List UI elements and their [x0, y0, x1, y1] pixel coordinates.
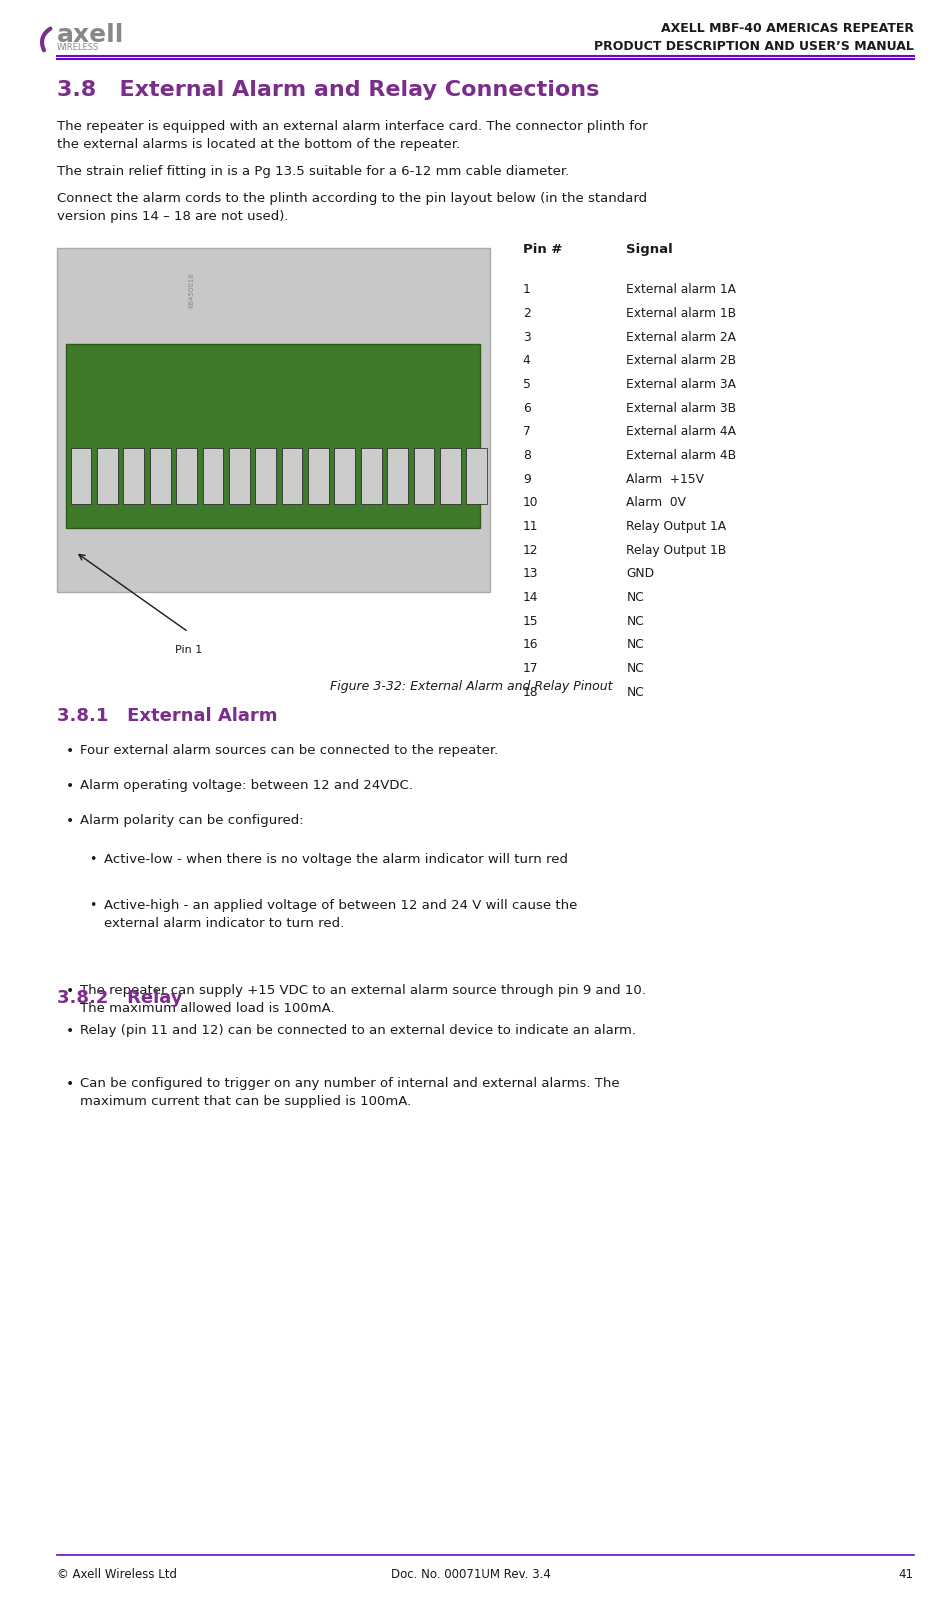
- Text: NC: NC: [626, 590, 644, 605]
- Text: 6: 6: [523, 402, 530, 414]
- Text: 5: 5: [523, 378, 530, 390]
- Text: Signal: Signal: [626, 243, 674, 256]
- FancyBboxPatch shape: [440, 448, 461, 504]
- Text: External alarm 2A: External alarm 2A: [626, 331, 737, 344]
- Text: •: •: [66, 744, 74, 758]
- Text: External alarm 3A: External alarm 3A: [626, 378, 737, 390]
- FancyBboxPatch shape: [176, 448, 197, 504]
- Text: The repeater can supply +15 VDC to an external alarm source through pin 9 and 10: The repeater can supply +15 VDC to an ex…: [80, 984, 646, 1016]
- FancyBboxPatch shape: [66, 344, 480, 528]
- FancyBboxPatch shape: [414, 448, 434, 504]
- Text: External alarm 3B: External alarm 3B: [626, 402, 737, 414]
- Text: •: •: [66, 1024, 74, 1038]
- Text: 18: 18: [523, 686, 539, 699]
- FancyBboxPatch shape: [203, 448, 223, 504]
- Text: 16: 16: [523, 638, 538, 651]
- Text: © Axell Wireless Ltd: © Axell Wireless Ltd: [57, 1568, 176, 1581]
- Text: 9: 9: [523, 472, 530, 486]
- Text: •: •: [66, 814, 74, 829]
- Text: Active-high - an applied voltage of between 12 and 24 V will cause the
external : Active-high - an applied voltage of betw…: [104, 899, 577, 930]
- Text: NC: NC: [626, 638, 644, 651]
- Text: 3.8.2   Relay: 3.8.2 Relay: [57, 989, 182, 1006]
- FancyBboxPatch shape: [229, 448, 250, 504]
- Text: Alarm  0V: Alarm 0V: [626, 496, 687, 509]
- Text: AXELL MBF-40 AMERICAS REPEATER: AXELL MBF-40 AMERICAS REPEATER: [660, 22, 914, 35]
- Text: External alarm 2B: External alarm 2B: [626, 354, 737, 368]
- Text: 1: 1: [523, 283, 530, 296]
- Text: K8450018: K8450018: [188, 272, 194, 307]
- FancyBboxPatch shape: [71, 448, 91, 504]
- FancyBboxPatch shape: [123, 448, 144, 504]
- Text: Alarm operating voltage: between 12 and 24VDC.: Alarm operating voltage: between 12 and …: [80, 779, 413, 792]
- Text: Can be configured to trigger on any number of internal and external alarms. The
: Can be configured to trigger on any numb…: [80, 1077, 620, 1107]
- Text: 14: 14: [523, 590, 538, 605]
- FancyBboxPatch shape: [466, 448, 487, 504]
- Text: •: •: [66, 984, 74, 998]
- Text: 17: 17: [523, 662, 538, 675]
- Text: 3.8.1   External Alarm: 3.8.1 External Alarm: [57, 707, 277, 725]
- Text: Relay Output 1B: Relay Output 1B: [626, 544, 726, 557]
- FancyBboxPatch shape: [282, 448, 302, 504]
- Text: NC: NC: [626, 614, 644, 627]
- Text: Relay (pin 11 and 12) can be connected to an external device to indicate an alar: Relay (pin 11 and 12) can be connected t…: [80, 1024, 636, 1037]
- Text: External alarm 1B: External alarm 1B: [626, 307, 737, 320]
- Text: Figure 3-32: External Alarm and Relay Pinout: Figure 3-32: External Alarm and Relay Pi…: [330, 680, 612, 693]
- Text: NC: NC: [626, 686, 644, 699]
- Text: PRODUCT DESCRIPTION AND USER’S MANUAL: PRODUCT DESCRIPTION AND USER’S MANUAL: [593, 40, 914, 53]
- Text: 10: 10: [523, 496, 538, 509]
- Text: 7: 7: [523, 426, 530, 438]
- Text: 8: 8: [523, 450, 530, 462]
- FancyBboxPatch shape: [387, 448, 408, 504]
- Text: Pin 1: Pin 1: [175, 645, 202, 654]
- Text: •: •: [66, 779, 74, 794]
- Text: axell: axell: [57, 22, 124, 46]
- Text: •: •: [89, 853, 97, 866]
- Text: 12: 12: [523, 544, 538, 557]
- FancyBboxPatch shape: [150, 448, 171, 504]
- Text: Pin #: Pin #: [523, 243, 562, 256]
- Text: 41: 41: [899, 1568, 914, 1581]
- FancyBboxPatch shape: [97, 448, 118, 504]
- Text: GND: GND: [626, 568, 655, 581]
- FancyBboxPatch shape: [334, 448, 355, 504]
- Text: Doc. No. 00071UM Rev. 3.4: Doc. No. 00071UM Rev. 3.4: [391, 1568, 551, 1581]
- Text: 11: 11: [523, 520, 538, 533]
- Text: 13: 13: [523, 568, 538, 581]
- Text: Alarm  +15V: Alarm +15V: [626, 472, 705, 486]
- Text: The repeater is equipped with an external alarm interface card. The connector pl: The repeater is equipped with an externa…: [57, 120, 647, 150]
- Text: 3.8   External Alarm and Relay Connections: 3.8 External Alarm and Relay Connections: [57, 80, 599, 99]
- Text: External alarm 1A: External alarm 1A: [626, 283, 737, 296]
- Text: 4: 4: [523, 354, 530, 368]
- FancyBboxPatch shape: [308, 448, 329, 504]
- Text: 3: 3: [523, 331, 530, 344]
- Text: Four external alarm sources can be connected to the repeater.: Four external alarm sources can be conne…: [80, 744, 498, 757]
- Text: Active-low - when there is no voltage the alarm indicator will turn red: Active-low - when there is no voltage th…: [104, 853, 568, 866]
- Text: •: •: [66, 1077, 74, 1091]
- Text: NC: NC: [626, 662, 644, 675]
- Text: 2: 2: [523, 307, 530, 320]
- Text: Relay Output 1A: Relay Output 1A: [626, 520, 730, 533]
- FancyBboxPatch shape: [361, 448, 382, 504]
- Text: •: •: [89, 899, 97, 912]
- FancyBboxPatch shape: [57, 248, 490, 592]
- Text: External alarm 4B: External alarm 4B: [626, 450, 737, 462]
- Text: WIRELESS: WIRELESS: [57, 43, 99, 53]
- FancyBboxPatch shape: [255, 448, 276, 504]
- Text: Connect the alarm cords to the plinth according to the pin layout below (in the : Connect the alarm cords to the plinth ac…: [57, 192, 646, 222]
- Text: The strain relief fitting in is a Pg 13.5 suitable for a 6-12 mm cable diameter.: The strain relief fitting in is a Pg 13.…: [57, 165, 569, 178]
- Text: External alarm 4A: External alarm 4A: [626, 426, 737, 438]
- Text: 15: 15: [523, 614, 539, 627]
- Text: Alarm polarity can be configured:: Alarm polarity can be configured:: [80, 814, 303, 827]
